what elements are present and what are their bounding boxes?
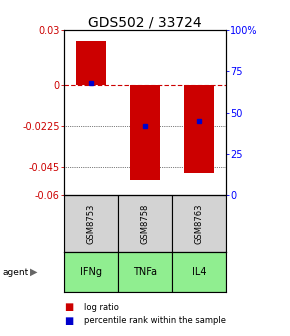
Text: IL4: IL4: [192, 267, 206, 277]
Bar: [76, 41, 106, 85]
Text: TNFa: TNFa: [133, 267, 157, 277]
Bar: [130, 85, 160, 180]
Text: GSM8758: GSM8758: [140, 203, 150, 244]
Text: GSM8753: GSM8753: [86, 203, 95, 244]
Bar: [64, 252, 118, 292]
Text: ■: ■: [64, 316, 73, 326]
Text: IFNg: IFNg: [80, 267, 102, 277]
Bar: [184, 85, 214, 173]
Bar: [172, 195, 226, 252]
Bar: [118, 195, 172, 252]
Bar: [172, 252, 226, 292]
Bar: [118, 252, 172, 292]
Text: log ratio: log ratio: [84, 303, 119, 312]
Text: ▶: ▶: [30, 267, 37, 277]
Text: percentile rank within the sample: percentile rank within the sample: [84, 317, 226, 325]
Title: GDS502 / 33724: GDS502 / 33724: [88, 15, 202, 29]
Bar: [64, 195, 118, 252]
Text: agent: agent: [3, 268, 29, 277]
Text: ■: ■: [64, 302, 73, 312]
Text: GSM8763: GSM8763: [195, 203, 204, 244]
